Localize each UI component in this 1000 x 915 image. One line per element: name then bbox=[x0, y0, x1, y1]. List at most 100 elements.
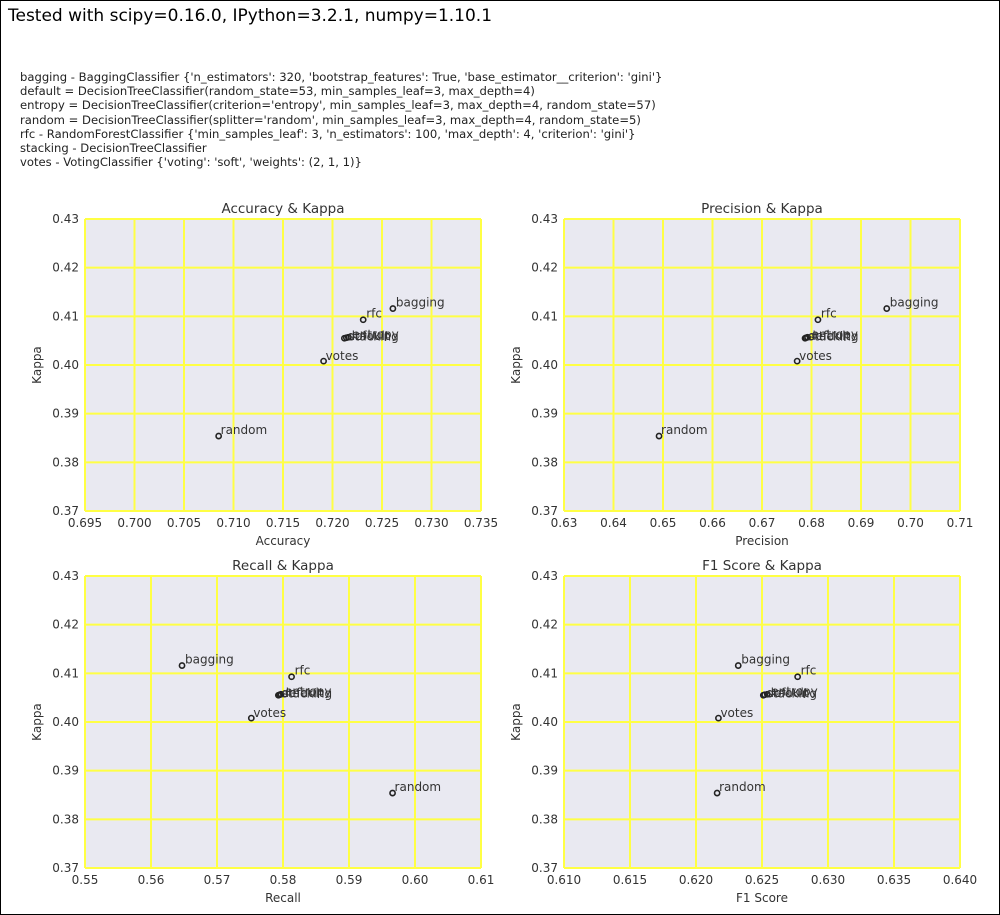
y-tick-label: 0.39 bbox=[531, 764, 558, 778]
y-tick-label: 0.43 bbox=[531, 569, 558, 583]
y-tick-label: 0.42 bbox=[52, 261, 79, 275]
y-tick-label: 0.42 bbox=[52, 618, 79, 632]
y-tick-label: 0.40 bbox=[531, 715, 558, 729]
x-tick-label: 0.700 bbox=[117, 516, 151, 530]
x-tick-label: 0.60 bbox=[402, 873, 429, 887]
y-axis-label: Kappa bbox=[509, 703, 523, 741]
y-tick-label: 0.40 bbox=[531, 358, 558, 372]
data-point bbox=[793, 357, 801, 365]
x-tick-label: 0.71 bbox=[947, 516, 974, 530]
x-tick-label: 0.64 bbox=[600, 516, 627, 530]
y-axis-label: Kappa bbox=[509, 346, 523, 384]
data-point bbox=[761, 691, 769, 699]
version-header: Tested with scipy=0.16.0, IPython=3.2.1,… bbox=[8, 6, 493, 26]
x-tick-label: 0.56 bbox=[138, 873, 165, 887]
x-tick-label: 0.730 bbox=[414, 516, 448, 530]
x-tick-label: 0.69 bbox=[848, 516, 875, 530]
data-point bbox=[215, 432, 223, 440]
x-tick-label: 0.61 bbox=[468, 873, 495, 887]
x-tick-label: 0.705 bbox=[167, 516, 201, 530]
x-tick-label: 0.710 bbox=[216, 516, 250, 530]
y-axis-label: Kappa bbox=[30, 346, 44, 384]
x-tick-label: 0.735 bbox=[464, 516, 498, 530]
y-tick-label: 0.37 bbox=[52, 504, 79, 518]
point-label: rfc bbox=[295, 664, 311, 678]
x-tick-label: 0.59 bbox=[336, 873, 363, 887]
y-tick-label: 0.41 bbox=[531, 666, 558, 680]
param-line: entropy = DecisionTreeClassifier(criteri… bbox=[20, 98, 656, 113]
point-label: rfc bbox=[821, 307, 837, 321]
x-axis-label: Precision bbox=[735, 534, 789, 548]
point-label: rfc bbox=[366, 307, 382, 321]
x-tick-label: 0.620 bbox=[679, 873, 713, 887]
y-tick-label: 0.38 bbox=[52, 812, 79, 826]
y-tick-label: 0.41 bbox=[52, 309, 79, 323]
chart-title: F1 Score & Kappa bbox=[702, 558, 822, 574]
data-point bbox=[359, 316, 367, 324]
param-line: stacking - DecisionTreeClassifier bbox=[20, 141, 207, 156]
x-tick-label: 0.55 bbox=[72, 873, 99, 887]
point-label: stacking bbox=[282, 687, 332, 701]
x-tick-label: 0.635 bbox=[877, 873, 911, 887]
y-tick-label: 0.43 bbox=[531, 212, 558, 226]
y-tick-label: 0.43 bbox=[52, 569, 79, 583]
y-tick-label: 0.42 bbox=[531, 261, 558, 275]
chart-panel: 0.610 0.615 0.620 0.625 0.630 0.635 0.640 0.37 0… bbox=[509, 558, 977, 905]
data-point bbox=[178, 662, 186, 669]
y-tick-label: 0.40 bbox=[52, 358, 79, 372]
y-tick-label: 0.37 bbox=[531, 504, 558, 518]
point-label: entropy bbox=[352, 327, 398, 341]
point-label: default bbox=[766, 686, 809, 700]
point-label: stacking bbox=[767, 687, 817, 701]
y-tick-label: 0.40 bbox=[52, 715, 79, 729]
data-point bbox=[276, 691, 284, 699]
x-tick-label: 0.715 bbox=[266, 516, 300, 530]
x-tick-label: 0.57 bbox=[204, 873, 231, 887]
point-label: stacking bbox=[348, 330, 398, 344]
point-label: default bbox=[347, 329, 390, 343]
data-point bbox=[247, 714, 255, 722]
data-point bbox=[389, 305, 397, 312]
data-point bbox=[814, 316, 822, 324]
chart-panel: 0.695 0.700 0.705 0.710 0.715 0.720 0.725 0.730… bbox=[30, 201, 498, 548]
data-point bbox=[389, 789, 396, 797]
y-tick-label: 0.38 bbox=[531, 812, 558, 826]
point-label: rfc bbox=[801, 664, 817, 678]
point-label: votes bbox=[799, 349, 832, 363]
point-label: bagging bbox=[185, 653, 234, 667]
data-point bbox=[342, 334, 350, 342]
param-line: votes - VotingClassifier {'voting': 'sof… bbox=[20, 155, 362, 170]
x-tick-label: 0.610 bbox=[547, 873, 581, 887]
x-tick-label: 0.67 bbox=[749, 516, 776, 530]
point-label: entropy bbox=[285, 684, 331, 698]
x-tick-label: 0.65 bbox=[650, 516, 677, 530]
data-point bbox=[288, 673, 295, 681]
data-point bbox=[802, 334, 810, 342]
chart-title: Recall & Kappa bbox=[232, 558, 334, 574]
x-tick-label: 0.640 bbox=[943, 873, 977, 887]
x-tick-label: 0.630 bbox=[811, 873, 845, 887]
param-line: bagging - BaggingClassifier {'n_estimato… bbox=[20, 70, 663, 84]
chart-panel: 0.63 0.64 0.65 0.66 0.67 0.68 0.69 0.70 0.71 0.37… bbox=[509, 201, 973, 548]
y-axis-label: Kappa bbox=[30, 703, 44, 741]
chart-panel: 0.55 0.56 0.57 0.58 0.59 0.60 0.61 0.37 0.38 0.39… bbox=[30, 558, 494, 905]
chart-title: Accuracy & Kappa bbox=[221, 201, 344, 217]
point-label: entropy bbox=[771, 684, 817, 698]
point-label: random bbox=[221, 423, 268, 437]
param-line: default = DecisionTreeClassifier(random_… bbox=[20, 84, 535, 99]
y-tick-label: 0.39 bbox=[52, 764, 79, 778]
point-label: random bbox=[661, 423, 708, 437]
param-line: random = DecisionTreeClassifier(splitter… bbox=[20, 112, 641, 127]
x-tick-label: 0.58 bbox=[270, 873, 297, 887]
x-axis-label: Accuracy bbox=[256, 534, 311, 548]
x-tick-label: 0.695 bbox=[68, 516, 102, 530]
data-point bbox=[655, 432, 663, 440]
y-tick-label: 0.38 bbox=[52, 455, 79, 469]
point-label: default bbox=[808, 329, 851, 343]
point-label: entropy bbox=[812, 327, 858, 341]
x-tick-label: 0.625 bbox=[745, 873, 779, 887]
y-tick-label: 0.41 bbox=[531, 309, 558, 323]
x-tick-label: 0.725 bbox=[365, 516, 399, 530]
point-label: default bbox=[281, 686, 324, 700]
